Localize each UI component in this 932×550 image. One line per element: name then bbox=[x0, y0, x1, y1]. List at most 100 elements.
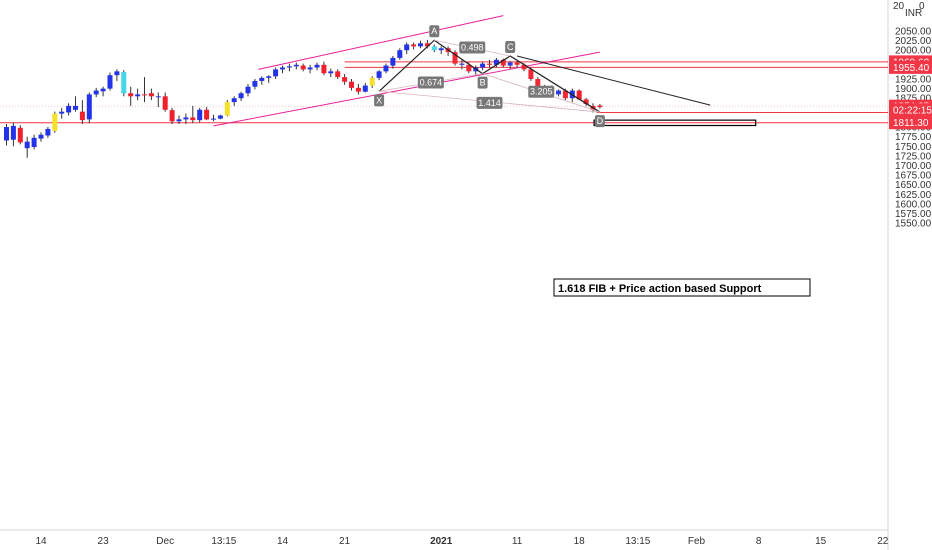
candle-body bbox=[376, 71, 382, 78]
candle-body bbox=[369, 77, 375, 86]
price-tick-label: 1925.00 bbox=[895, 75, 932, 86]
candle-body bbox=[507, 62, 513, 66]
ratio-label: 1.414 bbox=[478, 98, 501, 108]
candle-body bbox=[252, 80, 258, 87]
channel-lower-line[interactable] bbox=[213, 51, 600, 127]
ratio-label-bg bbox=[528, 85, 555, 98]
candle-body bbox=[286, 66, 292, 68]
level-label-bg bbox=[889, 116, 932, 130]
candle-body bbox=[4, 127, 9, 141]
price-tick-label: 1775.00 bbox=[895, 132, 932, 143]
price-tick-label: 1875.00 bbox=[895, 94, 932, 105]
price-tick-label: 1725.00 bbox=[895, 151, 932, 162]
time-tick-label: 14 bbox=[277, 536, 289, 547]
currency-header: 20 INR 0 bbox=[893, 1, 925, 19]
ratio-label-bg bbox=[459, 41, 486, 54]
candle-body bbox=[328, 71, 334, 74]
time-tick-label: 14 bbox=[35, 536, 47, 547]
candle-body bbox=[38, 134, 44, 139]
annotation-box[interactable] bbox=[553, 278, 811, 297]
candle-body bbox=[162, 96, 168, 110]
time-tick-label: 2021 bbox=[430, 536, 453, 547]
candle-body bbox=[362, 85, 368, 92]
candle-body bbox=[273, 69, 279, 77]
time-tick-label: 22 bbox=[877, 536, 889, 547]
time-tick-label: Dec bbox=[156, 536, 174, 547]
trend-drawings[interactable] bbox=[213, 15, 711, 127]
support-zone-box[interactable] bbox=[593, 119, 757, 127]
candle-body bbox=[404, 44, 410, 51]
candle-body bbox=[355, 87, 361, 92]
candle-body bbox=[556, 90, 561, 95]
trendline-c[interactable] bbox=[516, 55, 711, 106]
candle-body bbox=[452, 52, 458, 64]
candle-body bbox=[335, 71, 341, 78]
candle-body bbox=[183, 117, 189, 120]
candle-body bbox=[390, 57, 396, 66]
annotation-text: 1.618 FIB + Price action based Support bbox=[558, 283, 762, 295]
time-tick-label: Feb bbox=[688, 536, 706, 547]
time-axis[interactable]: 14 23 Dec 13:15 14 21 2021 11 18 13:15 Feb 8 15 22 bbox=[0, 529, 889, 547]
candle-body bbox=[24, 141, 30, 149]
time-tick-label: 21 bbox=[339, 536, 351, 547]
level-label-bg bbox=[889, 60, 932, 74]
price-tick-label: 1700.00 bbox=[895, 161, 932, 172]
candle-body bbox=[431, 46, 437, 51]
candle-body bbox=[397, 50, 403, 58]
candle-body bbox=[169, 110, 175, 122]
time-tick-label: 11 bbox=[512, 536, 523, 547]
price-tick-label: 1750.00 bbox=[895, 142, 932, 153]
candle-body bbox=[155, 96, 161, 98]
candle-body bbox=[66, 105, 72, 113]
ratio-label: 0.498 bbox=[461, 43, 484, 53]
candle-body bbox=[10, 125, 16, 140]
candle-body bbox=[197, 109, 203, 121]
candle-body bbox=[411, 44, 417, 47]
ratio-label-bg bbox=[476, 96, 503, 109]
price-axis[interactable]: 1550.001575.001600.001625.001650.001675.… bbox=[887, 0, 932, 550]
candle-body bbox=[528, 69, 534, 80]
price-tick-label: 1650.00 bbox=[895, 180, 932, 191]
candle-body bbox=[31, 137, 37, 148]
candle-body bbox=[52, 113, 58, 131]
price-tag-label: 02:22:15 bbox=[893, 105, 932, 116]
harmonic-point-marker bbox=[374, 94, 385, 107]
candle-body bbox=[576, 90, 582, 100]
candle-body bbox=[521, 64, 527, 70]
time-tick-label: 18 bbox=[574, 536, 586, 547]
candle-body bbox=[438, 48, 444, 51]
candle-body bbox=[59, 111, 65, 114]
harmonic-point-marker bbox=[594, 115, 605, 128]
candle-body bbox=[93, 90, 99, 95]
price-tick-label: 2025.00 bbox=[895, 36, 932, 47]
candle-body bbox=[100, 88, 106, 92]
harmonic-pattern[interactable]: X A B C D 0.498 0.674 3.205 1.414 bbox=[374, 25, 605, 128]
candle-body bbox=[135, 94, 141, 97]
candle-body bbox=[121, 72, 127, 94]
ratio-label-bg bbox=[417, 76, 444, 89]
candle-body bbox=[17, 127, 23, 143]
xab-triangle bbox=[379, 40, 483, 92]
candle-body bbox=[217, 115, 223, 119]
candle-body bbox=[259, 77, 265, 81]
time-tick-label: 23 bbox=[98, 536, 110, 547]
level-label: 1811.30 bbox=[893, 118, 929, 129]
channel-upper-line[interactable] bbox=[258, 15, 504, 70]
candle-body bbox=[190, 117, 196, 121]
candle-body bbox=[45, 128, 51, 136]
time-tick-label: 13:15 bbox=[625, 536, 650, 547]
time-tick-label: 15 bbox=[815, 536, 827, 547]
candle-body bbox=[500, 59, 506, 66]
candle-body bbox=[480, 63, 486, 68]
harmonic-point-label: D bbox=[597, 116, 604, 126]
price-tags: 1854.3502:22:15 bbox=[889, 99, 932, 117]
harmonic-point-label: C bbox=[507, 42, 514, 52]
candle-body bbox=[487, 63, 492, 65]
candle-body bbox=[535, 79, 541, 87]
annotations[interactable]: 1.618 FIB + Price action based Support bbox=[553, 278, 811, 297]
candle-body bbox=[321, 64, 327, 74]
harmonic-point-label: B bbox=[480, 78, 486, 88]
candle-body bbox=[466, 64, 472, 72]
